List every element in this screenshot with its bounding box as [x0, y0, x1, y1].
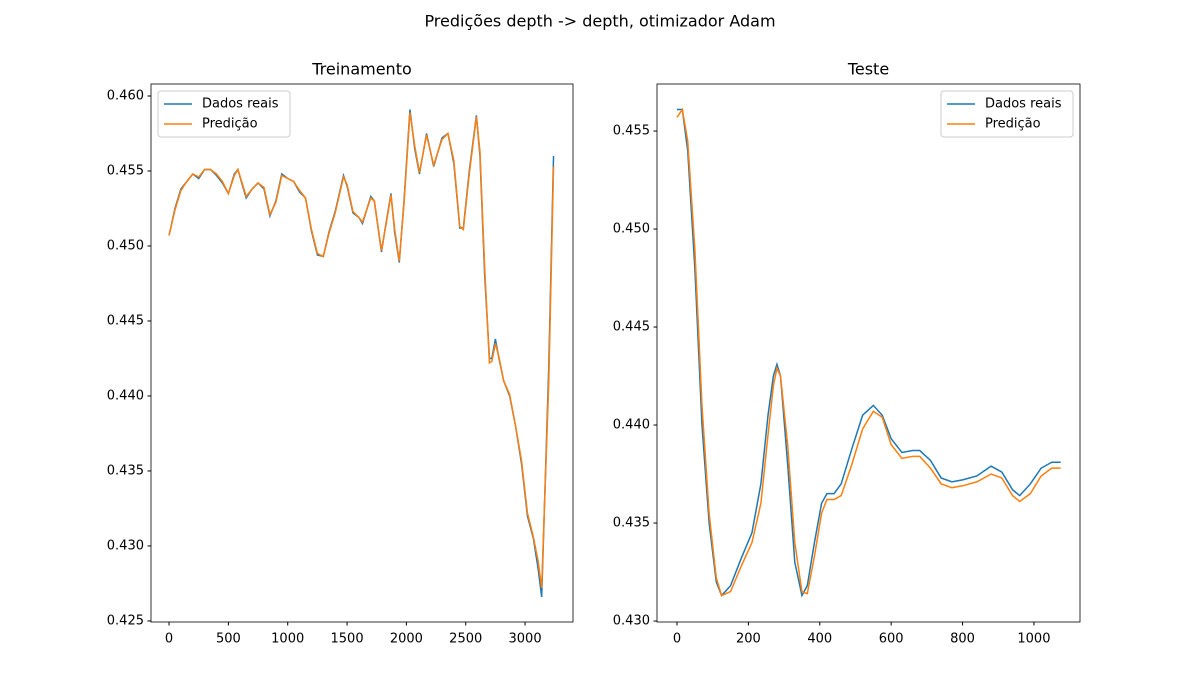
x-tick-label: 1000 — [271, 632, 304, 647]
y-tick-label: 0.435 — [107, 463, 144, 478]
axes-frame — [150, 83, 574, 623]
y-tick-label: 0.445 — [107, 313, 144, 328]
x-tick-label: 2500 — [449, 632, 482, 647]
legend-box — [157, 90, 291, 138]
x-tick-label: 0 — [165, 632, 173, 647]
y-tick-label: 0.430 — [613, 614, 650, 629]
figure-title: Predições depth -> depth, otimizador Ada… — [424, 12, 775, 31]
data-line — [168, 112, 555, 589]
subplot-title: Treinamento — [311, 60, 412, 79]
y-tick-label: 0.450 — [107, 238, 144, 253]
legend-label: Predição — [202, 117, 258, 132]
x-tick-label: 800 — [950, 632, 975, 647]
data-line — [676, 108, 1061, 598]
legend-box — [940, 90, 1074, 138]
x-tick-label: 200 — [736, 632, 761, 647]
y-tick-label: 0.440 — [107, 388, 144, 403]
y-tick-label: 0.440 — [613, 418, 650, 433]
x-tick-label: 400 — [807, 632, 832, 647]
legend-label: Dados reais — [985, 97, 1062, 112]
y-tick-label: 0.455 — [613, 124, 650, 139]
subplot-title: Teste — [847, 60, 889, 79]
x-tick-label: 1500 — [331, 632, 364, 647]
y-tick-label: 0.425 — [107, 613, 144, 628]
x-tick-label: 1000 — [1017, 632, 1050, 647]
y-tick-label: 0.445 — [613, 320, 650, 335]
legend-label: Predição — [985, 117, 1041, 132]
x-tick-label: 3000 — [509, 632, 542, 647]
y-tick-label: 0.455 — [107, 163, 144, 178]
legend-label: Dados reais — [202, 97, 279, 112]
x-tick-label: 2000 — [390, 632, 423, 647]
x-tick-label: 600 — [879, 632, 904, 647]
x-tick-label: 0 — [673, 632, 681, 647]
data-line — [676, 107, 1061, 597]
y-tick-label: 0.435 — [613, 516, 650, 531]
x-tick-label: 500 — [216, 632, 241, 647]
data-line — [168, 109, 555, 598]
axes-frame — [656, 83, 1081, 623]
y-tick-label: 0.430 — [107, 538, 144, 553]
y-tick-label: 0.450 — [613, 222, 650, 237]
y-tick-label: 0.460 — [107, 88, 144, 103]
